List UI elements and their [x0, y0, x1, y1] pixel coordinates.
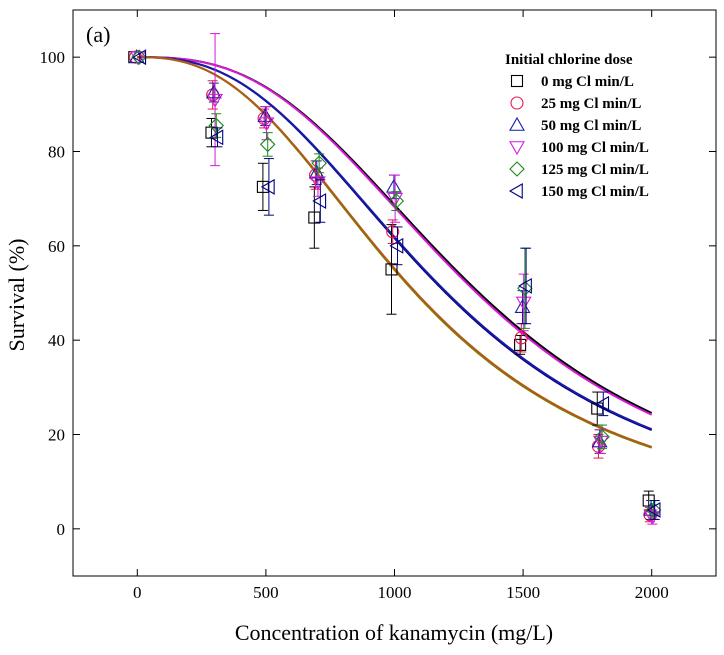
x-tick-label: 1500 [506, 583, 540, 602]
plot-area [72, 9, 717, 577]
data-point [312, 193, 327, 209]
plot-frame [72, 9, 717, 577]
data-point [207, 93, 224, 108]
legend-marker [509, 161, 525, 177]
x-tick-label: 500 [253, 583, 279, 602]
legend-marker [509, 116, 525, 131]
data-point [311, 155, 327, 172]
legend-label: 100 mg Cl min/L [541, 140, 649, 156]
legend-marker [510, 74, 524, 88]
data-point [209, 129, 224, 146]
axes: 0 500 1000 1500 2000 0 20 40 60 80 100 [40, 10, 716, 602]
fit-curve [137, 56, 653, 448]
legend-label: 150 mg Cl min/L [541, 184, 649, 200]
legend-label: 0 mg Cl min/L [541, 74, 634, 90]
data-point [645, 502, 662, 518]
legend-label: 25 mg Cl min/L [541, 96, 641, 112]
data-point [386, 225, 400, 239]
y-tick-label: 40 [48, 331, 65, 350]
data-point [385, 178, 402, 193]
data-point [387, 192, 404, 207]
x-tick-label: 1000 [378, 583, 412, 602]
data-point [595, 395, 610, 412]
data-point [259, 136, 276, 153]
data-point [515, 296, 532, 311]
data-point [388, 193, 405, 209]
data-point [594, 429, 610, 445]
fit-curve [137, 56, 653, 449]
data-point [132, 49, 147, 66]
data-markers [128, 33, 662, 526]
data-point [308, 164, 325, 179]
data-point [644, 511, 661, 526]
data-point [514, 331, 528, 345]
legend-title: Initial chlorine dose [505, 52, 633, 68]
panel-label: (a) [86, 22, 110, 47]
fit-curves [137, 56, 653, 449]
y-tick-label: 100 [40, 48, 66, 67]
legend-marker [510, 96, 524, 110]
series-5 [132, 49, 661, 520]
data-point [309, 176, 326, 191]
y-tick-label: 20 [48, 426, 65, 445]
legend: Initial chlorine dose 0 mg Cl min/L 25 mg… [505, 52, 649, 200]
data-point [205, 84, 222, 99]
y-tick-label: 0 [57, 520, 66, 539]
legend-marker [509, 141, 525, 156]
legend-marker [508, 183, 523, 199]
fit-curve [137, 56, 653, 416]
data-point [131, 49, 147, 65]
x-tick-label: 2000 [635, 583, 669, 602]
legend-label: 50 mg Cl min/L [541, 118, 641, 134]
data-point [646, 502, 661, 518]
x-axis-label: Concentration of kanamycin (mg/L) [235, 620, 553, 645]
legend-label: 125 mg Cl min/L [541, 162, 649, 178]
data-point [260, 178, 275, 195]
data-point [258, 117, 275, 132]
data-point [389, 237, 404, 254]
data-point [385, 263, 398, 276]
data-point [514, 338, 527, 351]
data-point [517, 277, 532, 294]
y-axis-label: Survival (%) [4, 238, 29, 351]
y-tick-label: 60 [48, 237, 65, 256]
series-3 [129, 33, 661, 526]
x-tick-label: 0 [133, 583, 142, 602]
y-tick-label: 80 [48, 143, 65, 162]
data-point [208, 117, 225, 134]
data-point [257, 108, 274, 122]
data-point [592, 435, 609, 450]
